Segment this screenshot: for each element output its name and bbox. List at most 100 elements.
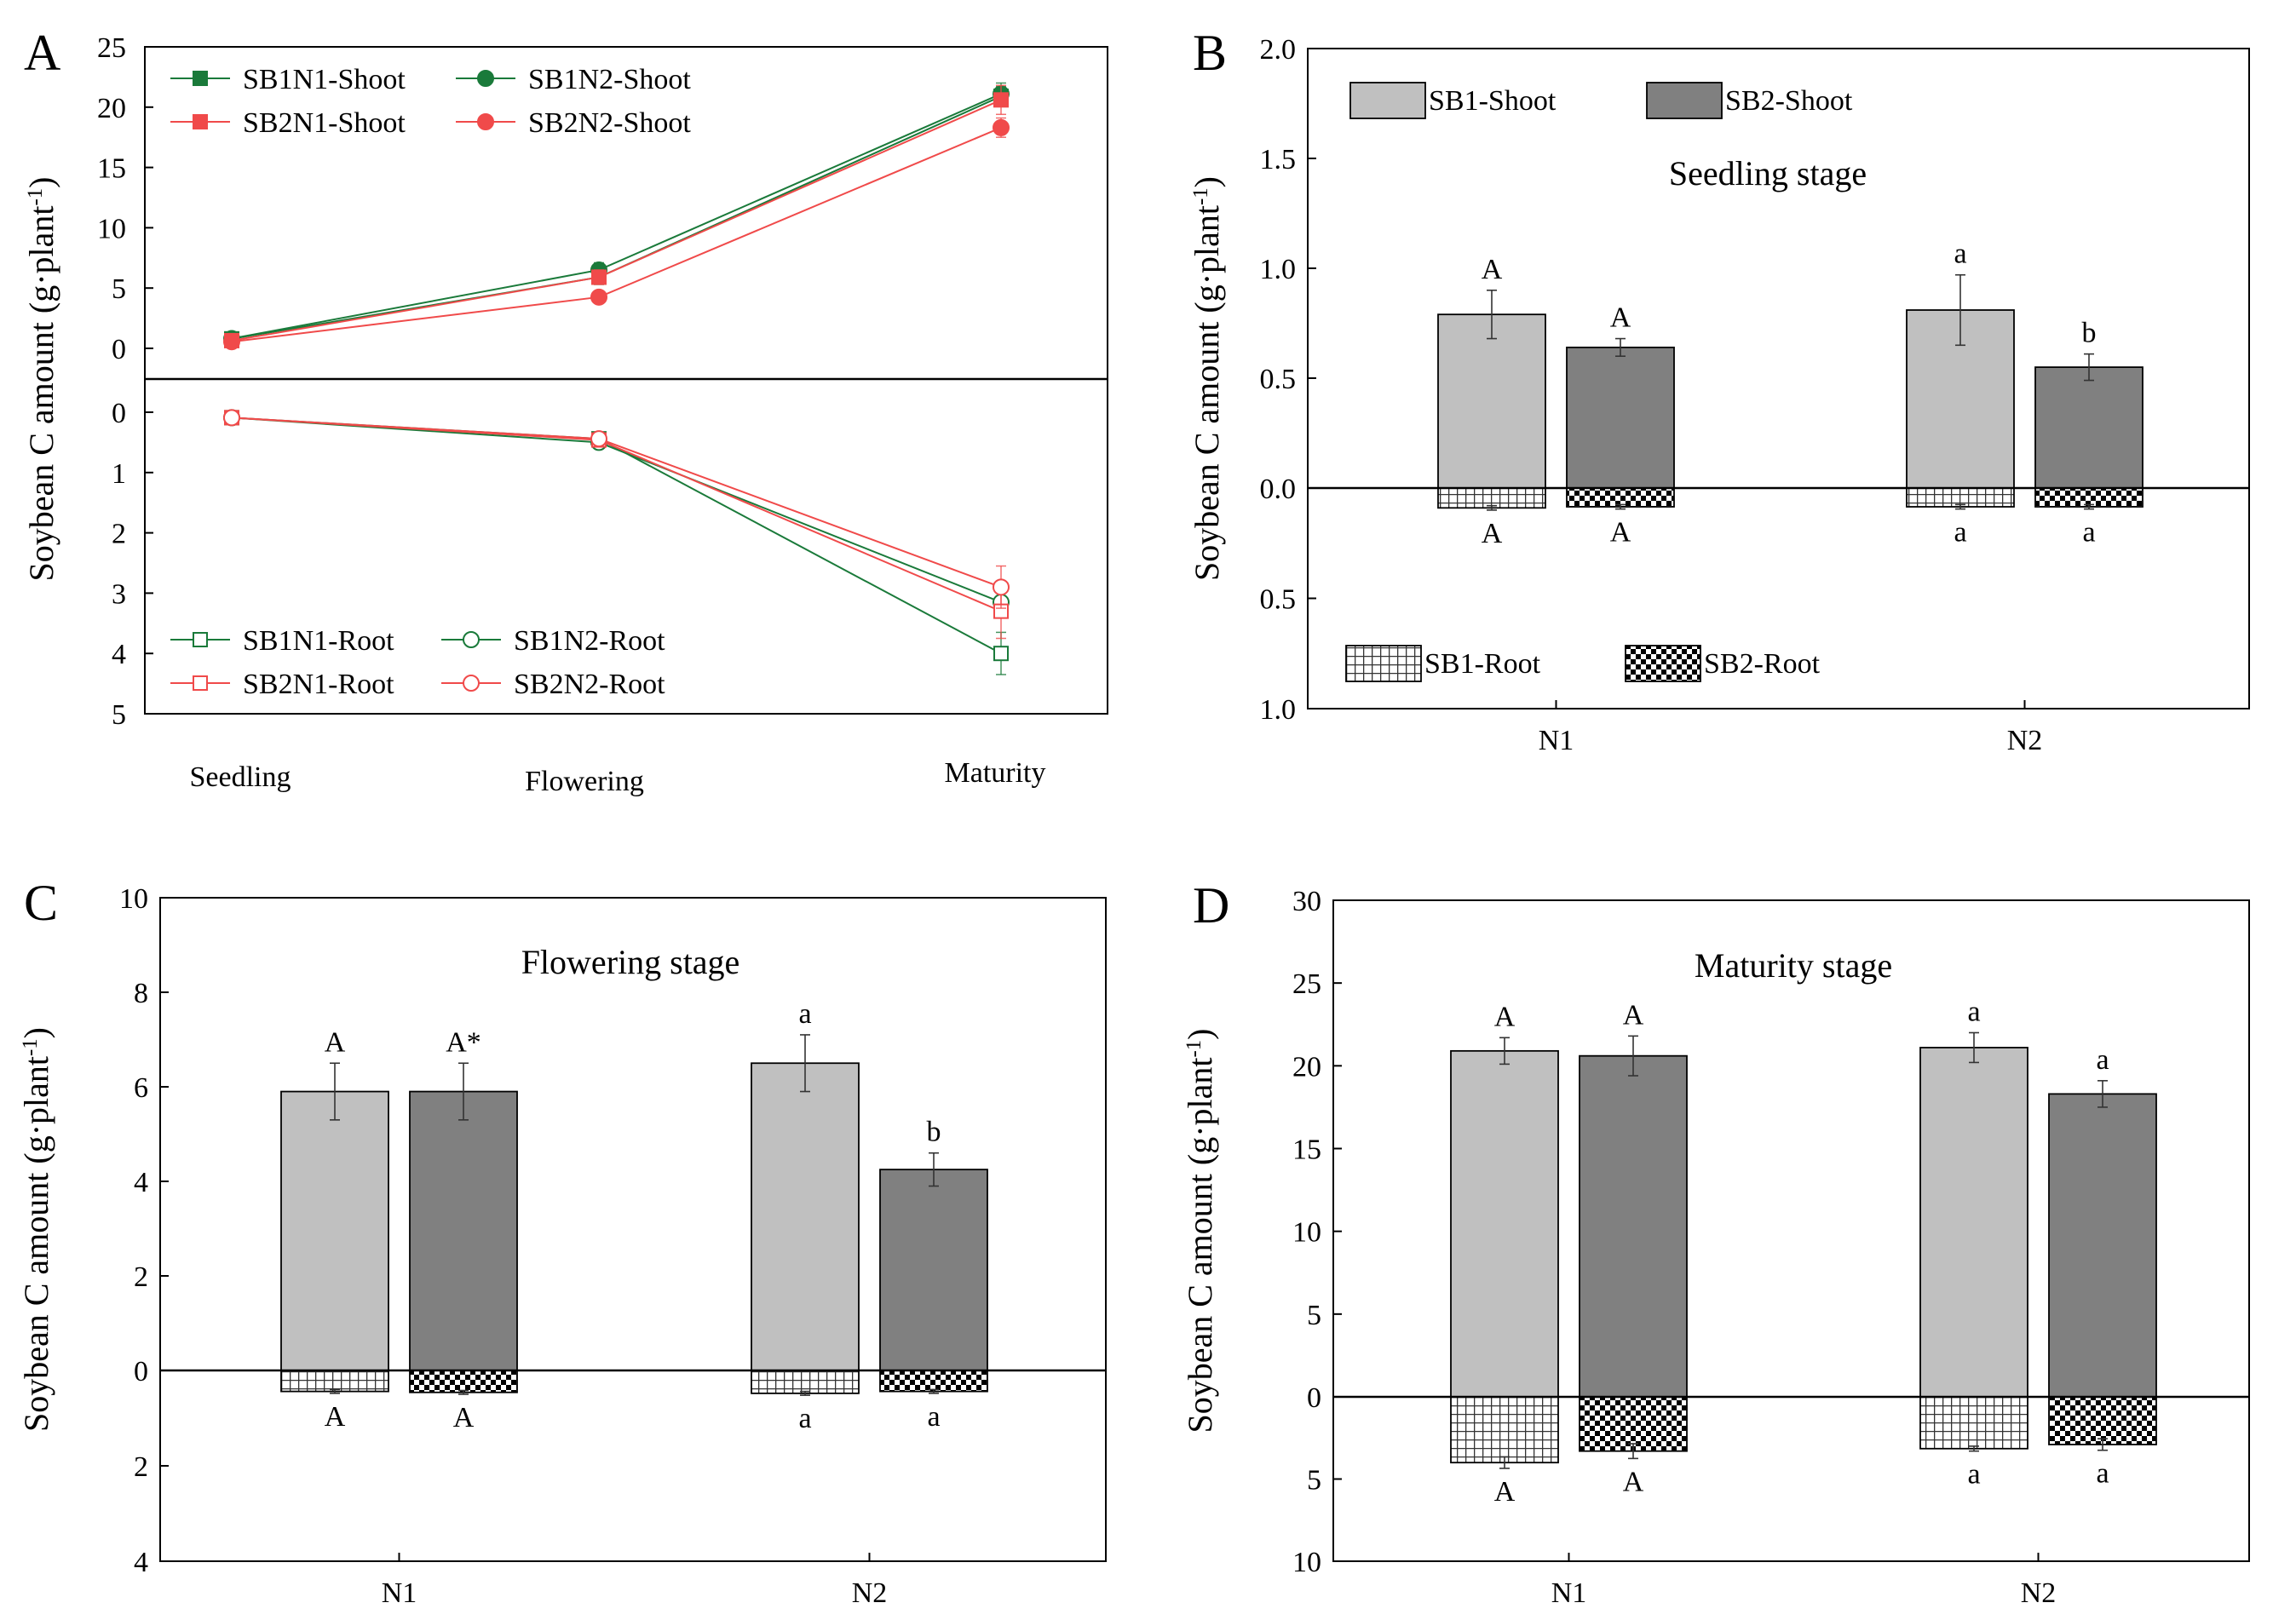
significance-label: b: [2082, 318, 2097, 349]
y-tick-label: 25: [97, 32, 126, 64]
legend-marker: [193, 632, 208, 647]
y-tick-label: 10: [1292, 1547, 1321, 1578]
significance-label: A: [325, 1401, 346, 1433]
shoot-bar: [409, 1090, 518, 1371]
category-label: Flowering: [525, 766, 644, 797]
legend-label: SB2N2-Shoot: [528, 107, 691, 139]
y-tick-label: 0: [112, 398, 126, 429]
panel-letter: A: [24, 25, 60, 81]
y-tick-label: 6: [134, 1072, 148, 1104]
significance-label: b: [927, 1117, 941, 1148]
shoot-line: [231, 126, 1002, 343]
shoot-point: [993, 118, 1010, 136]
legend-marker: [463, 631, 480, 648]
category-label: N1: [382, 1577, 417, 1609]
legend-label: SB2-Shoot: [1725, 85, 1853, 117]
y-tick-label: 2: [134, 1261, 148, 1293]
significance-label: a: [2096, 1044, 2109, 1076]
y-tick-label: 5: [1307, 1300, 1321, 1331]
panel-letter: B: [1193, 25, 1227, 81]
root-line: [231, 416, 1002, 612]
significance-label: a: [1954, 517, 1966, 549]
shoot-point: [591, 269, 607, 285]
panel-d: D Soybean C amount (g·plant-1) 0 5 10 15 20 25 3…: [1181, 877, 2250, 1609]
category-label: N2: [2021, 1577, 2057, 1609]
y-tick-label: 4: [112, 639, 126, 670]
significance-label: A: [1623, 1466, 1644, 1497]
shoot-bar: [1437, 313, 1546, 489]
legend-label: SB2N2-Root: [514, 669, 665, 700]
legend-marker: [193, 71, 208, 86]
shoot-point: [223, 333, 240, 351]
legend-label: SB1N2-Root: [514, 625, 665, 657]
legend-marker: [477, 70, 494, 87]
legend-marker: [463, 675, 480, 692]
panel-c: C Soybean C amount (g·plant-1) 0 2 4 6 8 10 2 4 N1…: [17, 875, 1107, 1609]
significance-label: A: [1623, 999, 1644, 1031]
y-tick-label: 4: [134, 1547, 148, 1578]
y-tick-label: 1.5: [1260, 144, 1297, 175]
legend-marker: [193, 675, 208, 691]
shoot-bar: [1566, 346, 1675, 489]
significance-label: A: [1610, 517, 1631, 549]
shoot-bar: [751, 1062, 860, 1371]
significance-label: a: [798, 1403, 811, 1434]
shoot-bar: [2034, 366, 2144, 489]
plot-frame: [144, 46, 1108, 715]
y-tick-label: 30: [1292, 886, 1321, 917]
panel-letter: D: [1193, 877, 1229, 934]
legend-label: SB1N2-Shoot: [528, 64, 691, 95]
category-label: Seedling: [190, 761, 291, 793]
y-tick-label: 0.0: [1260, 474, 1297, 505]
y-tick-label: 3: [112, 578, 126, 610]
root-bar: [1919, 1396, 2028, 1450]
significance-label: A*: [446, 1026, 481, 1058]
category-label: N2: [852, 1577, 888, 1609]
y-axis-label: Soybean C amount (g·plant-1): [17, 1027, 55, 1432]
panel-b: B Soybean C amount (g·plant-1) 0.0 0.5 1.0 1.…: [1188, 25, 2250, 756]
significance-label: a: [1967, 996, 1980, 1027]
panel-letter: C: [24, 875, 58, 931]
y-axis-label: Soybean C amount (g·plant-1): [22, 176, 60, 581]
y-tick-label: 15: [97, 153, 126, 185]
significance-label: A: [1482, 254, 1503, 285]
y-tick-label: 5: [112, 699, 126, 731]
category-label: N1: [1551, 1577, 1587, 1609]
root-point: [993, 578, 1010, 596]
significance-label: A: [1482, 518, 1503, 549]
shoot-point: [590, 288, 607, 306]
shoot-bar: [280, 1090, 389, 1371]
y-tick-label: 8: [134, 978, 148, 1009]
significance-label: a: [2096, 1458, 2109, 1490]
legend-label: SB2N1-Root: [243, 669, 394, 700]
y-tick-label: 1.0: [1260, 254, 1297, 285]
legend-swatch: [1646, 82, 1723, 119]
chart-title: Maturity stage: [1695, 946, 1892, 985]
y-tick-label: 5: [1307, 1465, 1321, 1496]
y-tick-label: 10: [1292, 1217, 1321, 1249]
y-tick-label: 0: [1307, 1382, 1321, 1414]
shoot-bar: [1579, 1054, 1688, 1398]
chart-title: Flowering stage: [521, 943, 740, 981]
root-point: [590, 430, 607, 448]
y-tick-label: 10: [119, 883, 148, 915]
y-tick-label: 0: [112, 334, 126, 365]
legend-label: SB1-Shoot: [1429, 85, 1557, 117]
significance-label: a: [2082, 517, 2095, 549]
y-tick-label: 4: [134, 1167, 148, 1198]
significance-label: A: [1494, 1001, 1516, 1032]
plot-frame: [159, 897, 1107, 1562]
y-tick-label: 1.0: [1260, 694, 1297, 726]
legend-label: SB1N1-Shoot: [243, 64, 406, 95]
significance-label: A: [1610, 302, 1631, 334]
root-bar: [409, 1370, 518, 1393]
significance-label: a: [798, 998, 811, 1030]
y-axis-label: Soybean C amount (g·plant-1): [1188, 176, 1226, 581]
significance-label: A: [1494, 1476, 1516, 1508]
legend-marker: [193, 114, 208, 129]
shoot-bar: [2048, 1093, 2157, 1398]
root-bar: [1450, 1396, 1559, 1464]
y-tick-label: 1: [112, 458, 126, 490]
